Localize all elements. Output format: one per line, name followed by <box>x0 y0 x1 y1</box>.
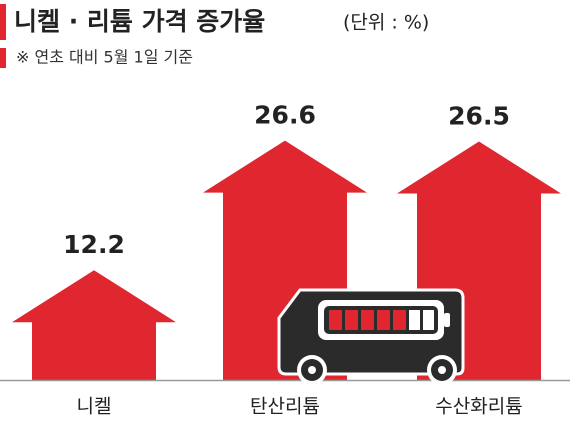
arrow-bar <box>12 270 176 380</box>
title-accent <box>0 4 6 40</box>
category-label: 탄산리튬 <box>250 396 320 418</box>
category-label: 니켈 <box>77 396 112 418</box>
subtitle: ※ 연초 대비 5월 1일 기준 <box>16 48 193 67</box>
value-label: 26.6 <box>254 101 316 130</box>
unit-label: (단위 : %) <box>343 12 429 34</box>
chart-title: 니켈 · 리튬 가격 증가율 <box>14 7 265 36</box>
value-label: 26.5 <box>448 102 510 131</box>
value-label: 12.2 <box>63 230 125 259</box>
category-label: 수산화리튬 <box>435 396 522 418</box>
subtitle-accent <box>0 48 6 68</box>
bus-icon <box>277 288 465 385</box>
